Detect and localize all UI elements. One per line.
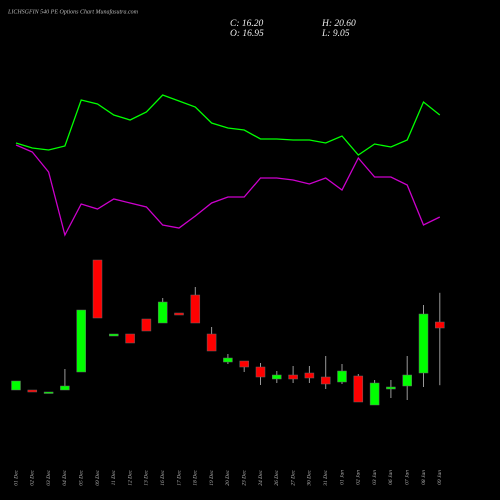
candle-body: [206, 333, 217, 352]
indicator-line: [15, 94, 441, 156]
x-tick-label: 09 Jan: [437, 470, 443, 485]
x-tick-label: 16 Dec: [160, 469, 166, 485]
candle-body: [288, 374, 298, 380]
candle-body: [125, 333, 135, 344]
x-tick-label: 19 Dec: [209, 469, 215, 485]
x-tick-label: 30 Dec: [307, 469, 313, 486]
candle-body: [337, 370, 347, 383]
x-tick-label: 17 Dec: [176, 469, 182, 485]
candle-body: [272, 374, 282, 380]
chart-title: LICHSGFIN 540 PE Options Chart Munafasut…: [7, 8, 139, 15]
open-text: O: 16.95: [230, 29, 264, 39]
x-tick-label: 26 Dec: [274, 469, 280, 485]
candle-body: [435, 321, 445, 329]
candle-body: [43, 391, 54, 394]
candle-body: [418, 313, 429, 374]
x-tick-label: 31 Dec: [323, 469, 329, 486]
x-tick-label: 03 Dec: [46, 469, 52, 485]
x-tick-label: 20 Dec: [225, 469, 231, 485]
candle-body: [386, 386, 396, 390]
candle-body: [353, 375, 364, 403]
candle-body: [174, 312, 184, 316]
x-tick-label: 06 Jan: [388, 470, 394, 485]
candle-body: [60, 385, 70, 391]
candle-body: [76, 309, 86, 373]
x-tick-label: 04 Dec: [61, 469, 68, 485]
x-tick-label: 05 Dec: [78, 469, 84, 485]
candle-body: [223, 357, 233, 363]
low-text: L: 9.05: [321, 29, 350, 39]
candle-body: [255, 366, 266, 378]
x-tick-label: 01 Dec: [13, 469, 19, 485]
high-text: H: 20.60: [321, 19, 356, 29]
x-tick-label: 27 Dec: [290, 469, 296, 485]
candle-body: [369, 382, 380, 406]
candle-body: [92, 259, 103, 319]
x-tick-label: 01 Jan: [339, 470, 345, 485]
x-tick-label: 02 Dec: [30, 469, 36, 485]
close-text: C: 16.20: [230, 19, 264, 29]
candle-body: [304, 372, 315, 379]
candle-body: [157, 301, 168, 324]
candle-body: [27, 389, 38, 393]
candle-body: [11, 380, 21, 391]
x-tick-label: 07 Jan: [404, 470, 410, 485]
candle-body: [190, 294, 201, 324]
x-tick-label: 08 Jan: [421, 470, 427, 485]
x-tick-label: 11 Dec: [111, 469, 117, 485]
x-tick-label: 02 Jan: [356, 470, 362, 485]
x-tick-label: 13 Dec: [144, 469, 150, 485]
candle-body: [320, 376, 331, 385]
candle-body: [109, 333, 119, 337]
x-tick-label: 09 Dec: [95, 469, 101, 485]
candle-body: [141, 318, 152, 332]
candle-body: [402, 374, 412, 387]
x-tick-label: 12 Dec: [127, 469, 133, 485]
indicator-line: [15, 144, 441, 237]
x-tick-label: 03 Jan: [372, 470, 378, 485]
candle-body: [239, 360, 249, 368]
x-tick-label: 23 Dec: [241, 469, 247, 485]
x-tick-label: 24 Dec: [257, 469, 264, 485]
x-tick-label: 18 Dec: [193, 469, 199, 485]
